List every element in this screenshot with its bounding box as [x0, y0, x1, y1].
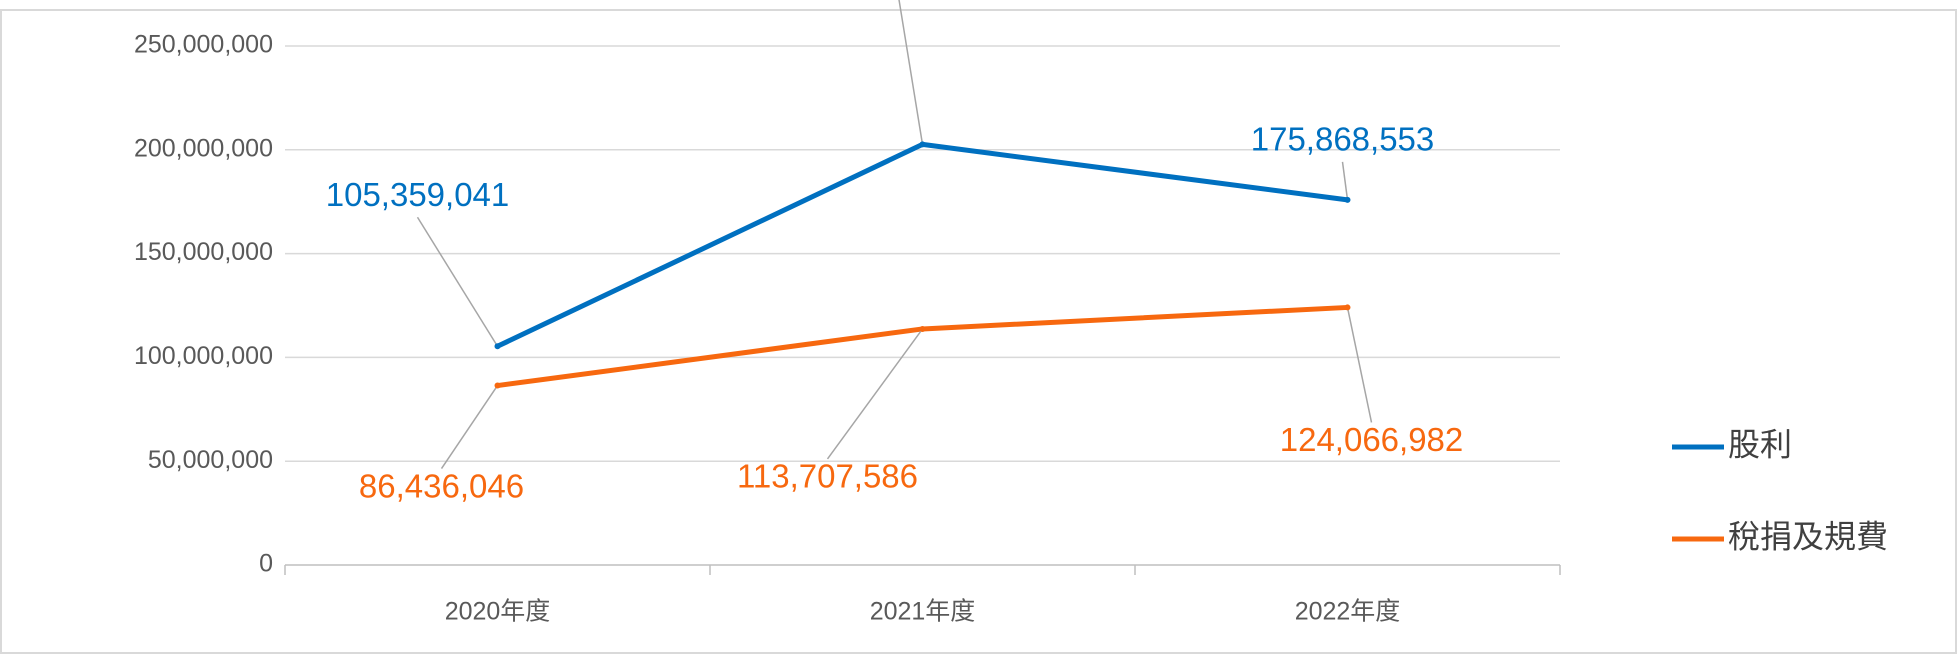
x-tick-label: 2021年度 — [870, 598, 976, 626]
x-tick-label: 2022年度 — [1295, 598, 1401, 626]
data-label: 105,359,041 — [326, 176, 510, 213]
point — [1344, 196, 1351, 203]
x-tick-label: 2020年度 — [445, 598, 551, 626]
leader-line — [898, 0, 924, 145]
data-label: 175,868,553 — [1251, 121, 1435, 158]
point — [919, 325, 926, 332]
y-tick-label: 250,000,000 — [134, 31, 273, 59]
data-label: 86,436,046 — [359, 467, 524, 504]
point — [919, 141, 926, 148]
point — [494, 382, 501, 389]
data-label: 124,066,982 — [1280, 421, 1464, 458]
y-tick-label: 100,000,000 — [134, 342, 273, 370]
point — [494, 343, 501, 350]
leader-line — [416, 216, 499, 347]
leader-line — [826, 328, 924, 460]
point — [1344, 304, 1351, 311]
legend-label: 稅捐及規費 — [1728, 518, 1888, 554]
leader-line — [440, 385, 499, 469]
y-tick-label: 0 — [259, 550, 273, 578]
data-label: 113,707,586 — [737, 458, 918, 495]
leader-line — [1346, 307, 1373, 423]
leader-line — [1341, 161, 1349, 200]
y-tick-label: 200,000,000 — [134, 134, 273, 162]
chart-border — [0, 9, 1957, 654]
legend-label: 股利 — [1728, 426, 1792, 462]
y-tick-label: 50,000,000 — [148, 446, 273, 474]
series-line — [497, 304, 1348, 389]
y-tick-label: 150,000,000 — [134, 238, 273, 266]
